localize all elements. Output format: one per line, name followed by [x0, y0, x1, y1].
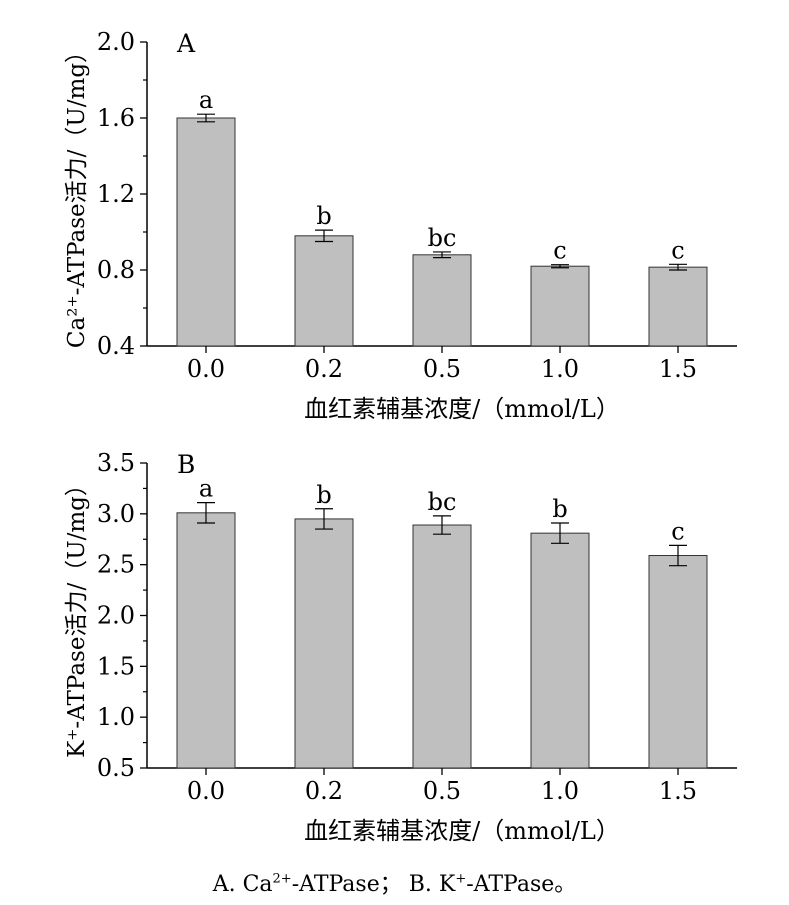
bar	[530, 532, 590, 769]
caption-b-suffix: -ATPase。	[466, 872, 577, 897]
bar	[648, 555, 708, 769]
y-tick-label: 1.0	[97, 703, 135, 731]
bar	[648, 266, 708, 347]
x-tick-label: 1.5	[659, 777, 697, 805]
panel-label: A	[176, 29, 196, 58]
x-tick-label: 1.0	[541, 777, 579, 805]
chart-panel-b: 0.5 1.0 1.5 2.0 2.5 3.0 3.5 a 0.0 b 0.2 bc 0.5 b 1.0 c 1…	[64, 449, 737, 845]
significance-letter: c	[671, 236, 684, 264]
y-tick-label: 0.4	[97, 332, 135, 360]
bar	[176, 117, 236, 347]
figure-caption: A. Ca2+-ATPase； B. K+-ATPase。	[0, 866, 789, 898]
y-tick-label: 3.0	[97, 500, 135, 528]
significance-letter: bc	[428, 224, 457, 252]
y-tick-label: 1.5	[97, 652, 135, 680]
significance-letter: c	[553, 237, 566, 265]
significance-letter: bc	[428, 488, 457, 516]
bar	[294, 518, 354, 769]
significance-letter: a	[199, 86, 213, 114]
panel-label: B	[177, 450, 195, 479]
caption-b-prefix: B. K	[401, 872, 456, 897]
x-tick-label: 1.5	[659, 355, 697, 383]
significance-letter: b	[552, 495, 567, 523]
y-tick-label: 1.6	[97, 104, 135, 132]
figure: 0.40.81.21.62.0a0.0b0.2bc0.5c1.0c1.5A血红素…	[64, 28, 737, 845]
y-tick-label: 3.5	[97, 449, 135, 477]
x-tick-label: 0.2	[305, 777, 343, 805]
y-tick-label: 2.0	[97, 28, 135, 56]
caption-a-sup: 2+	[272, 871, 292, 887]
caption-b-sup: +	[455, 871, 467, 887]
bar	[176, 512, 236, 769]
caption-a-suffix: -ATPase；	[291, 872, 402, 897]
bar	[412, 524, 472, 769]
caption-a-prefix: A. Ca	[212, 872, 273, 897]
y-tick-label: 2.0	[97, 602, 135, 630]
x-tick-label: 0.5	[423, 355, 461, 383]
significance-letter: b	[316, 202, 331, 230]
x-tick-label: 0.5	[423, 777, 461, 805]
x-tick-label: 1.0	[541, 355, 579, 383]
significance-letter: b	[316, 481, 331, 509]
y-tick-label: 2.5	[97, 551, 135, 579]
bar	[412, 254, 472, 347]
bar	[294, 235, 354, 347]
x-tick-label: 0.2	[305, 355, 343, 383]
y-tick-label: 0.5	[97, 754, 135, 782]
x-tick-label: 0.0	[187, 355, 225, 383]
significance-letter: c	[671, 517, 684, 545]
y-axis-label: K⁺-ATPase活力/（U/mg）	[64, 473, 90, 758]
x-axis-label: 血红素辅基浓度/（mmol/L）	[304, 395, 620, 423]
bar	[530, 265, 590, 347]
x-axis-label: 血红素辅基浓度/（mmol/L）	[304, 817, 620, 845]
x-tick-label: 0.0	[187, 777, 225, 805]
chart-panel-a: 0.4 0.8 1.2 1.6 2.0 a 0.0 b 0.2 bc 0.5 c 1.0 c 1.5 A 血红素…	[64, 28, 737, 423]
significance-letter: a	[199, 475, 213, 503]
y-tick-label: 1.2	[97, 180, 135, 208]
y-axis-label: Ca²⁺-ATPase活力/（U/mg）	[64, 40, 90, 348]
y-tick-label: 0.8	[97, 256, 135, 284]
